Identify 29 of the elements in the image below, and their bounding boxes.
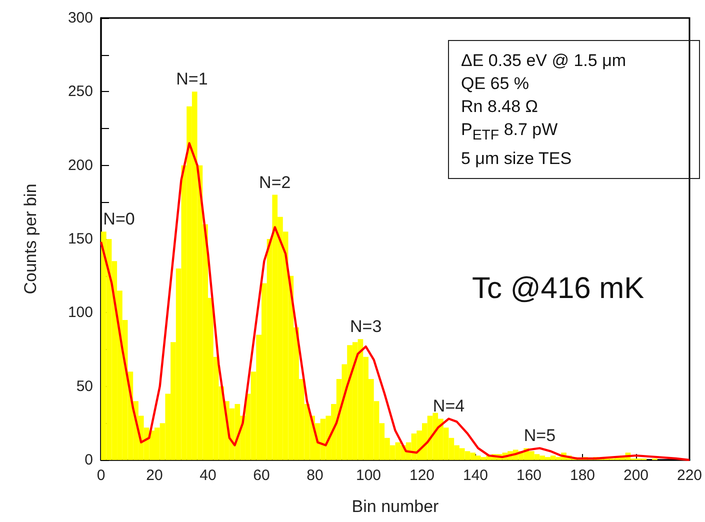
x-tick-label: 80	[306, 467, 324, 484]
x-tick-label: 0	[96, 467, 106, 484]
x-tick-label: 40	[200, 467, 216, 484]
annotation: N=3	[350, 317, 382, 336]
y-tick-label: 200	[68, 156, 93, 174]
y-tick-label: 0	[84, 452, 93, 468]
x-tick-label: 120	[409, 467, 435, 484]
y-tick-label: 150	[68, 230, 93, 248]
y-axis-title: Counts per bin	[21, 184, 40, 294]
x-tick-label: 180	[570, 467, 596, 484]
annotation: N=2	[259, 172, 291, 192]
x-axis-title: Bin number	[352, 497, 440, 516]
x-tick-label: 20	[146, 467, 163, 484]
y-tick-label: 50	[76, 378, 93, 395]
annotation: N=5	[524, 426, 556, 446]
x-tick-label: 140	[462, 467, 488, 484]
x-tick-label: 200	[623, 467, 649, 484]
x-tick-label: 220	[676, 467, 702, 484]
y-tick-label: 100	[68, 304, 93, 322]
info-box: ΔE 0.35 eV @ 1.5 μm QE 65 % Rn 8.48 Ω P$_{ETF}$ 8.7 pW 5 μm size TES	[448, 40, 700, 180]
annotation: N=0	[103, 210, 135, 229]
annotation: N=1	[176, 70, 208, 89]
x-tick-label: 160	[516, 467, 542, 484]
annotation: N=4	[432, 396, 465, 416]
y-tick-label: 250	[68, 83, 93, 100]
y-tick-label: 300	[68, 10, 93, 26]
x-tick-label: 60	[253, 467, 270, 484]
annotation: Tc @416 mK	[472, 272, 644, 306]
x-tick-label: 100	[356, 467, 382, 484]
